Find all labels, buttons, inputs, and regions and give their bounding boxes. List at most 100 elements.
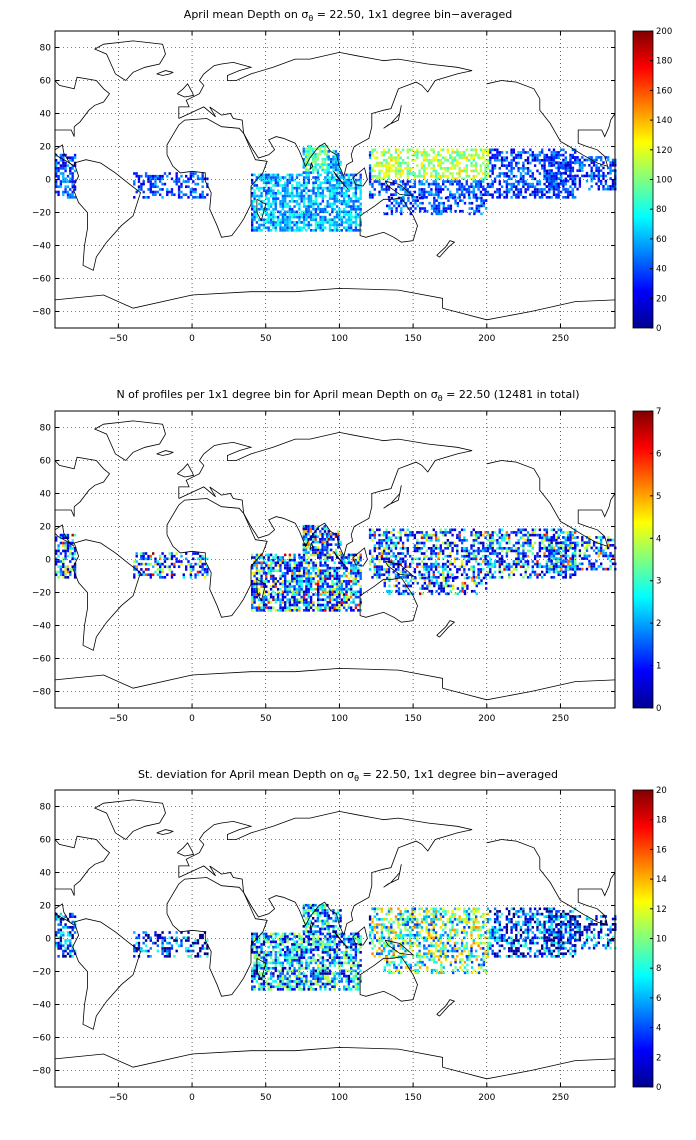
- data-cell: [493, 159, 497, 162]
- data-cell: [434, 188, 438, 191]
- data-cell: [326, 221, 329, 224]
- data-cell: [272, 574, 275, 578]
- data-cell: [267, 558, 270, 562]
- data-cell: [465, 167, 468, 170]
- data-cell: [305, 197, 308, 200]
- data-cell: [470, 190, 473, 194]
- data-cell: [387, 161, 391, 165]
- data-cell: [55, 552, 58, 555]
- y-tick-label: 80: [40, 44, 52, 54]
- data-cell: [498, 531, 501, 534]
- data-cell: [347, 184, 351, 187]
- data-cell: [564, 573, 567, 577]
- colorbar-tick-label: 40: [656, 265, 667, 275]
- data-cell: [69, 196, 72, 199]
- data-cell: [350, 184, 353, 187]
- data-cell: [307, 572, 310, 575]
- data-cell: [421, 196, 424, 200]
- data-cell: [368, 156, 372, 160]
- data-cell: [545, 549, 549, 552]
- data-cell: [173, 565, 176, 569]
- data-cell: [446, 148, 450, 152]
- data-cell: [453, 541, 457, 545]
- data-cell: [352, 202, 355, 206]
- data-cell: [295, 176, 299, 179]
- data-cell: [255, 186, 259, 190]
- data-cell: [421, 587, 424, 590]
- data-cell: [482, 199, 486, 202]
- data-cell: [387, 562, 391, 566]
- data-cell: [458, 536, 461, 540]
- data-cell: [427, 573, 431, 577]
- data-cell: [276, 561, 280, 565]
- data-cell: [335, 577, 339, 580]
- data-cell: [571, 568, 575, 571]
- data-cell: [192, 565, 195, 569]
- data-cell: [440, 581, 443, 585]
- data-cell: [323, 158, 327, 161]
- x-tick-label: 200: [478, 334, 495, 344]
- data-cell: [406, 193, 409, 197]
- data-cell: [536, 193, 539, 197]
- data-cell: [406, 148, 409, 152]
- data-cell: [434, 539, 438, 542]
- data-cell: [326, 595, 329, 599]
- data-cell: [255, 215, 259, 219]
- data-cell: [472, 528, 475, 532]
- data-cell: [269, 577, 273, 580]
- data-cell: [177, 193, 181, 197]
- data-cell: [331, 197, 334, 200]
- data-cell: [564, 169, 567, 172]
- data-cell: [567, 193, 570, 197]
- data-cell: [324, 194, 327, 198]
- data-cell: [545, 169, 549, 173]
- data-cell: [529, 148, 532, 152]
- data-cell: [177, 565, 181, 569]
- data-cell: [337, 155, 340, 159]
- data-cell: [451, 182, 454, 186]
- data-cell: [609, 554, 612, 558]
- data-cell: [140, 554, 143, 558]
- data-cell: [62, 560, 65, 563]
- data-cell: [456, 592, 460, 596]
- data-cell: [456, 172, 459, 175]
- data-cell: [555, 196, 558, 199]
- data-cell: [144, 939, 148, 942]
- data-cell: [500, 533, 504, 537]
- data-cell: [295, 580, 299, 583]
- data-cell: [334, 535, 338, 539]
- data-cell: [420, 552, 424, 555]
- data-cell: [519, 153, 523, 157]
- data-cell: [526, 544, 530, 547]
- data-cell: [376, 541, 379, 545]
- data-cell: [442, 156, 445, 160]
- data-cell: [258, 593, 261, 596]
- data-cell: [159, 576, 162, 579]
- data-cell: [550, 161, 553, 165]
- data-cell: [390, 531, 393, 534]
- data-cell: [324, 558, 327, 562]
- data-cell: [343, 181, 346, 185]
- data-cell: [350, 595, 353, 599]
- data-cell: [304, 147, 308, 151]
- data-cell: [524, 554, 527, 558]
- data-cell: [559, 166, 563, 170]
- data-cell: [373, 536, 376, 540]
- data-cell: [517, 539, 520, 542]
- coastline: [384, 180, 415, 197]
- data-cell: [354, 558, 358, 562]
- data-cell: [545, 190, 549, 194]
- data-cell: [574, 180, 577, 183]
- data-cell: [376, 547, 379, 550]
- data-cell: [347, 598, 351, 602]
- data-cell: [512, 148, 516, 152]
- data-cell: [420, 531, 424, 534]
- data-cell: [467, 193, 471, 197]
- data-cell: [279, 213, 282, 216]
- data-cell: [440, 587, 443, 590]
- data-cell: [66, 547, 70, 550]
- data-cell: [291, 210, 294, 214]
- data-cell: [330, 538, 333, 541]
- data-cell: [345, 574, 348, 578]
- data-cell: [298, 556, 301, 559]
